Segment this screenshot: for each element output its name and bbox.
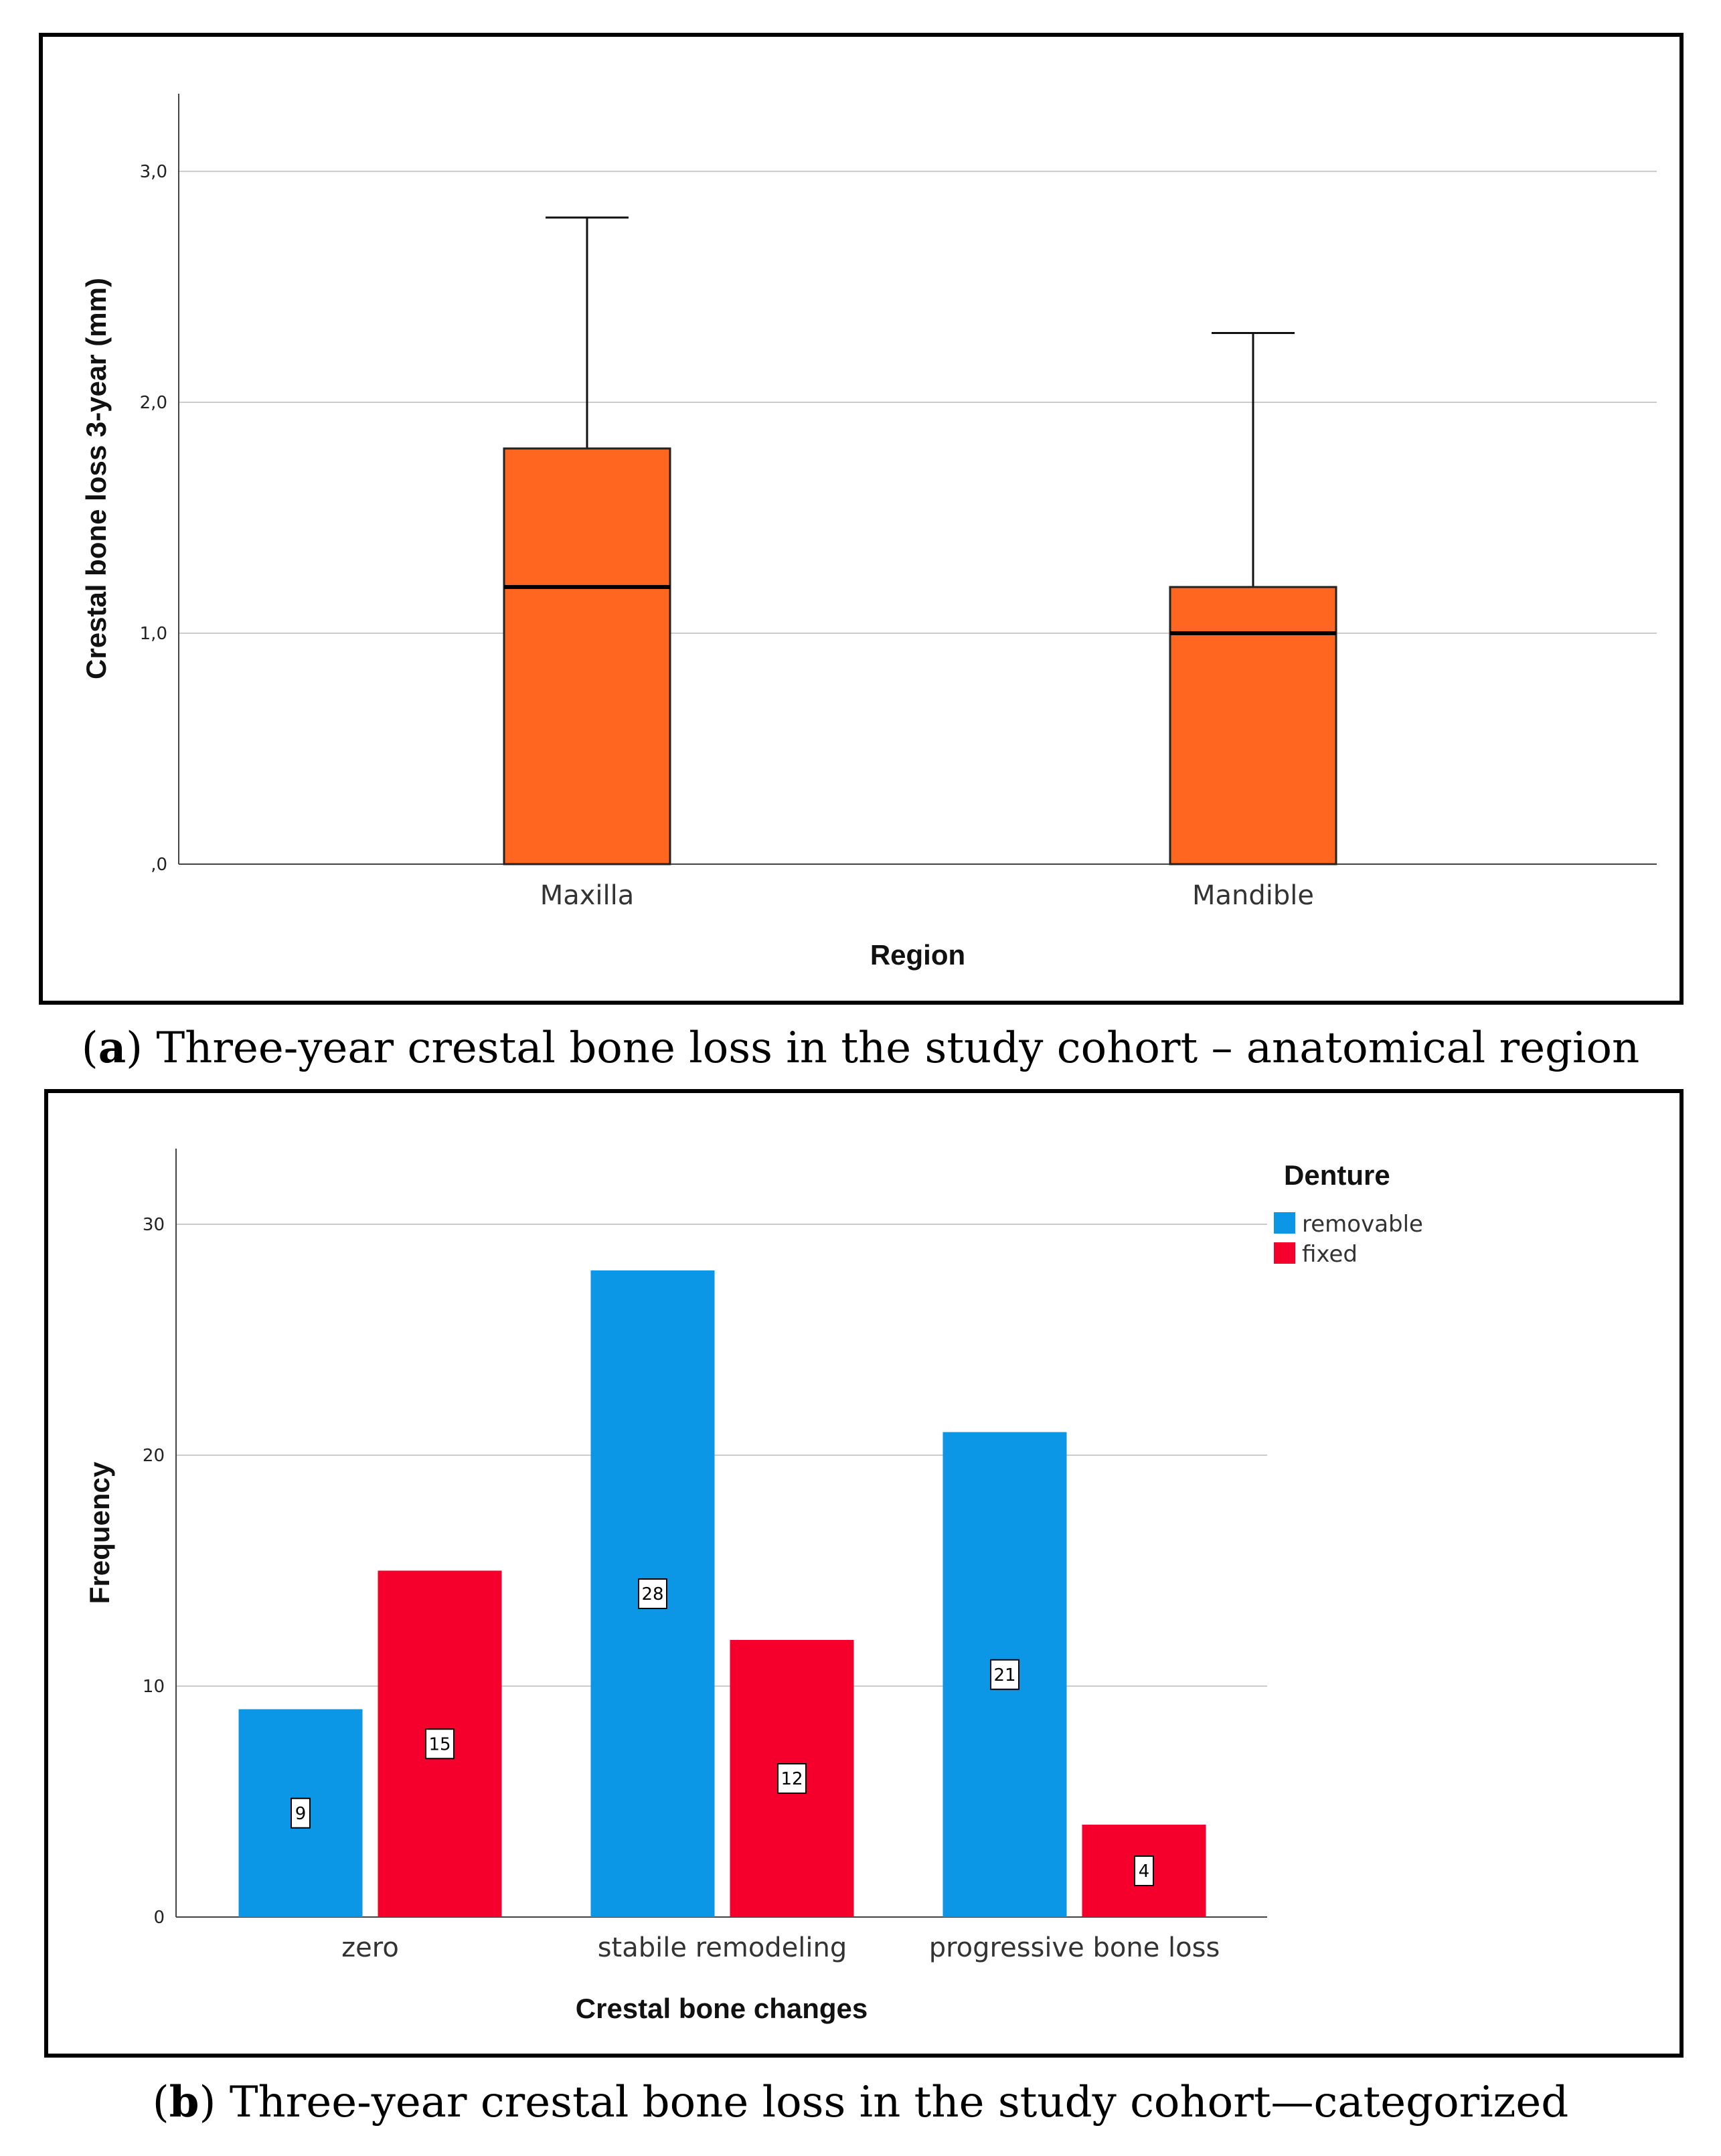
panel-b-y-tick-label: 30 — [143, 1215, 165, 1235]
legend-swatch-removable — [1274, 1212, 1295, 1234]
panel-b-data-labels: 9 15 28 12 21 4 — [291, 1578, 1154, 1886]
panel-b-bars — [238, 1270, 1206, 1917]
category-label-stabile-remodeling: stabile remodeling — [598, 1932, 847, 1963]
category-label-mandible: Mandible — [1192, 880, 1314, 911]
data-label-fixed-zero: 15 — [428, 1734, 450, 1754]
panel-b-gridlines — [176, 1224, 1267, 1687]
panel-a-y-tick-labels: ,0 1,0 2,0 3,0 — [140, 162, 167, 875]
data-label-fixed-stabile-remodeling: 12 — [781, 1769, 803, 1789]
data-label-fixed-progressive-bone-loss: 4 — [1139, 1861, 1150, 1882]
panel-a-x-axis-title: Region — [870, 939, 965, 971]
data-label-box-fixed-zero — [425, 1728, 455, 1760]
caption-a-label: a — [98, 1023, 127, 1073]
panel-b-category-labels: zero stabile remodeling progressive bone l… — [341, 1932, 1220, 1963]
panel-b-frame — [44, 1089, 1684, 2058]
legend: Denture removable fixed — [1274, 1159, 1423, 1268]
legend-label-fixed: fixed — [1302, 1241, 1358, 1268]
category-label-maxilla: Maxilla — [540, 880, 635, 911]
category-label-zero: zero — [341, 1932, 399, 1963]
panel-a-y-tick-label: 3,0 — [140, 162, 167, 182]
box-maxilla — [503, 447, 671, 865]
caption-b: (b) Three-year crestal bone loss in the … — [152, 2077, 1569, 2127]
panel-a-y-tick-label: 1,0 — [140, 624, 167, 644]
legend-label-removable: removable — [1302, 1211, 1423, 1238]
legend-title: Denture — [1284, 1159, 1390, 1191]
panel-a-frame — [39, 33, 1684, 1005]
panel-a-category-labels: Maxilla Mandible — [540, 880, 1314, 911]
data-label-removable-progressive-bone-loss: 21 — [993, 1665, 1015, 1685]
panel-b-y-tick-label: 10 — [143, 1677, 165, 1697]
caption-a-text: Three-year crestal bone loss in the stud… — [156, 1023, 1640, 1073]
panel-b-y-tick-label: 20 — [143, 1446, 165, 1466]
panel-b-y-tick-label: 0 — [153, 1908, 165, 1928]
panel-a-y-tick-label: 2,0 — [140, 393, 167, 413]
caption-b-label: b — [169, 2077, 199, 2127]
panel-b-y-axis-title: Frequency — [84, 1461, 115, 1604]
data-label-box-fixed-progressive-bone-loss — [1134, 1855, 1154, 1886]
legend-swatch-fixed — [1274, 1242, 1295, 1264]
data-label-box-removable-stabile-remodeling — [638, 1578, 667, 1609]
category-label-progressive-bone-loss: progressive bone loss — [929, 1932, 1220, 1963]
panel-b-x-axis-title: Crestal bone changes — [576, 1993, 868, 2024]
panel-b-y-tick-labels: 0 10 20 30 — [143, 1215, 165, 1928]
panel-a-gridlines — [179, 171, 1657, 634]
panel-a-y-axis-title: Crestal bone loss 3-year (mm) — [80, 278, 112, 679]
panel-a-y-tick-label: ,0 — [151, 855, 167, 875]
data-label-removable-zero: 9 — [295, 1804, 307, 1824]
data-label-box-removable-progressive-bone-loss — [990, 1659, 1019, 1690]
box-mandible — [1169, 586, 1337, 865]
data-label-removable-stabile-remodeling: 28 — [641, 1584, 663, 1604]
data-label-box-fixed-stabile-remodeling — [777, 1763, 807, 1794]
panel-a-boxes — [503, 216, 1337, 865]
data-label-box-removable-zero — [291, 1797, 311, 1829]
caption-a: (a) Three-year crestal bone loss in the … — [81, 1023, 1640, 1073]
caption-b-text: Three-year crestal bone loss in the stud… — [229, 2078, 1569, 2127]
